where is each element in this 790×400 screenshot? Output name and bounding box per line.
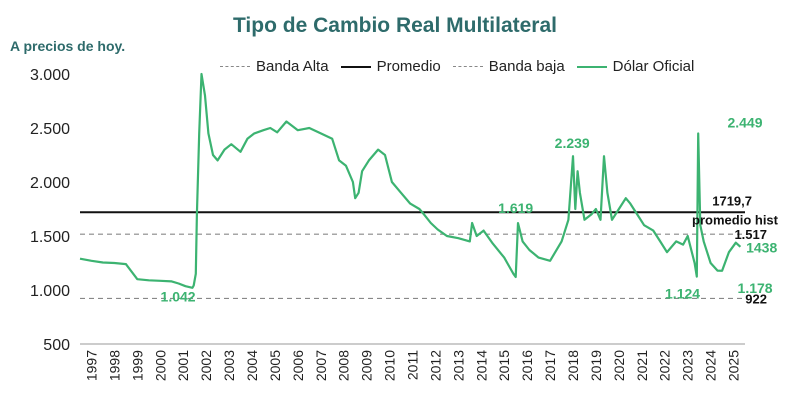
x-tick-label: 2012 bbox=[427, 350, 443, 381]
data-label: 1.042 bbox=[161, 288, 196, 304]
legend-swatch-green bbox=[576, 65, 607, 68]
legend-item-banda-baja: Banda baja bbox=[452, 58, 565, 75]
x-tick-label: 2003 bbox=[221, 350, 237, 381]
series-line-dolar-oficial bbox=[79, 72, 742, 289]
y-tick-label: 1.500 bbox=[30, 229, 70, 246]
x-tick-label: 1999 bbox=[129, 350, 145, 381]
data-label: 1.619 bbox=[498, 200, 533, 216]
data-label: 1438 bbox=[746, 240, 777, 256]
promedio-value-label: 1719,7 bbox=[712, 193, 752, 208]
legend: Banda Alta Promedio Banda baja Dólar Ofi… bbox=[220, 58, 706, 75]
chart-title: Tipo de Cambio Real Multilateral bbox=[232, 14, 557, 37]
x-tick-label: 2021 bbox=[634, 350, 650, 381]
legend-label: Banda baja bbox=[488, 58, 565, 75]
legend-item-promedio: Promedio bbox=[340, 58, 441, 75]
x-tick-label: 2016 bbox=[519, 350, 535, 381]
x-tick-label: 1998 bbox=[106, 350, 122, 381]
x-tick-label: 2000 bbox=[152, 350, 168, 381]
x-tick-label: 2019 bbox=[588, 350, 604, 381]
banda-baja-value-label: 922 bbox=[745, 291, 767, 306]
x-tick-label: 2008 bbox=[336, 350, 352, 381]
x-tick-label: 2018 bbox=[565, 350, 581, 381]
x-tick-label: 2009 bbox=[359, 350, 375, 381]
x-tick-label: 2017 bbox=[542, 350, 558, 381]
legend-item-dolar-oficial: Dólar Oficial bbox=[576, 58, 695, 75]
x-tick-label: 2014 bbox=[473, 350, 489, 381]
legend-swatch-dashed bbox=[452, 66, 483, 67]
legend-swatch-dashed bbox=[220, 66, 250, 67]
y-tick-label: 500 bbox=[43, 337, 70, 354]
chart-subtitle: A precios de hoy. bbox=[10, 38, 126, 54]
legend-label: Promedio bbox=[376, 58, 441, 75]
x-tick-label: 2013 bbox=[450, 350, 466, 381]
x-tick-label: 1997 bbox=[83, 350, 99, 381]
data-label: 2.239 bbox=[555, 135, 590, 151]
x-tick-label: 2020 bbox=[611, 350, 627, 381]
x-tick-label: 2007 bbox=[313, 350, 329, 381]
x-tick-label: 2024 bbox=[703, 350, 719, 381]
x-tick-label: 2002 bbox=[198, 350, 214, 381]
x-tick-label: 2004 bbox=[244, 350, 260, 381]
data-label: 1.124 bbox=[665, 286, 700, 302]
data-label: 1.178 bbox=[738, 280, 773, 296]
x-tick-label: 2015 bbox=[496, 350, 512, 381]
y-tick-label: 3.000 bbox=[30, 67, 70, 84]
x-tick-label: 2022 bbox=[657, 350, 673, 381]
x-tick-label: 2001 bbox=[175, 350, 191, 381]
y-tick-label: 2.500 bbox=[30, 121, 70, 138]
x-tick-label: 2023 bbox=[680, 350, 696, 381]
legend-label: Dólar Oficial bbox=[612, 58, 695, 75]
x-tick-label: 2006 bbox=[290, 350, 306, 381]
y-tick-label: 2.000 bbox=[30, 175, 70, 192]
x-tick-label: 2010 bbox=[382, 350, 398, 381]
legend-item-banda-alta: Banda Alta bbox=[220, 58, 329, 75]
x-tick-label: 2011 bbox=[405, 350, 421, 380]
legend-swatch-solid bbox=[340, 65, 371, 68]
x-tick-label: 2005 bbox=[267, 350, 283, 381]
legend-label: Banda Alta bbox=[256, 58, 329, 75]
data-label: 2.449 bbox=[727, 115, 762, 131]
x-tick-label: 2025 bbox=[726, 350, 742, 381]
promedio-text-label: promedio hist bbox=[692, 212, 779, 227]
banda-alta-value-label: 1.517 bbox=[734, 227, 767, 242]
y-tick-label: 1.000 bbox=[30, 283, 70, 300]
